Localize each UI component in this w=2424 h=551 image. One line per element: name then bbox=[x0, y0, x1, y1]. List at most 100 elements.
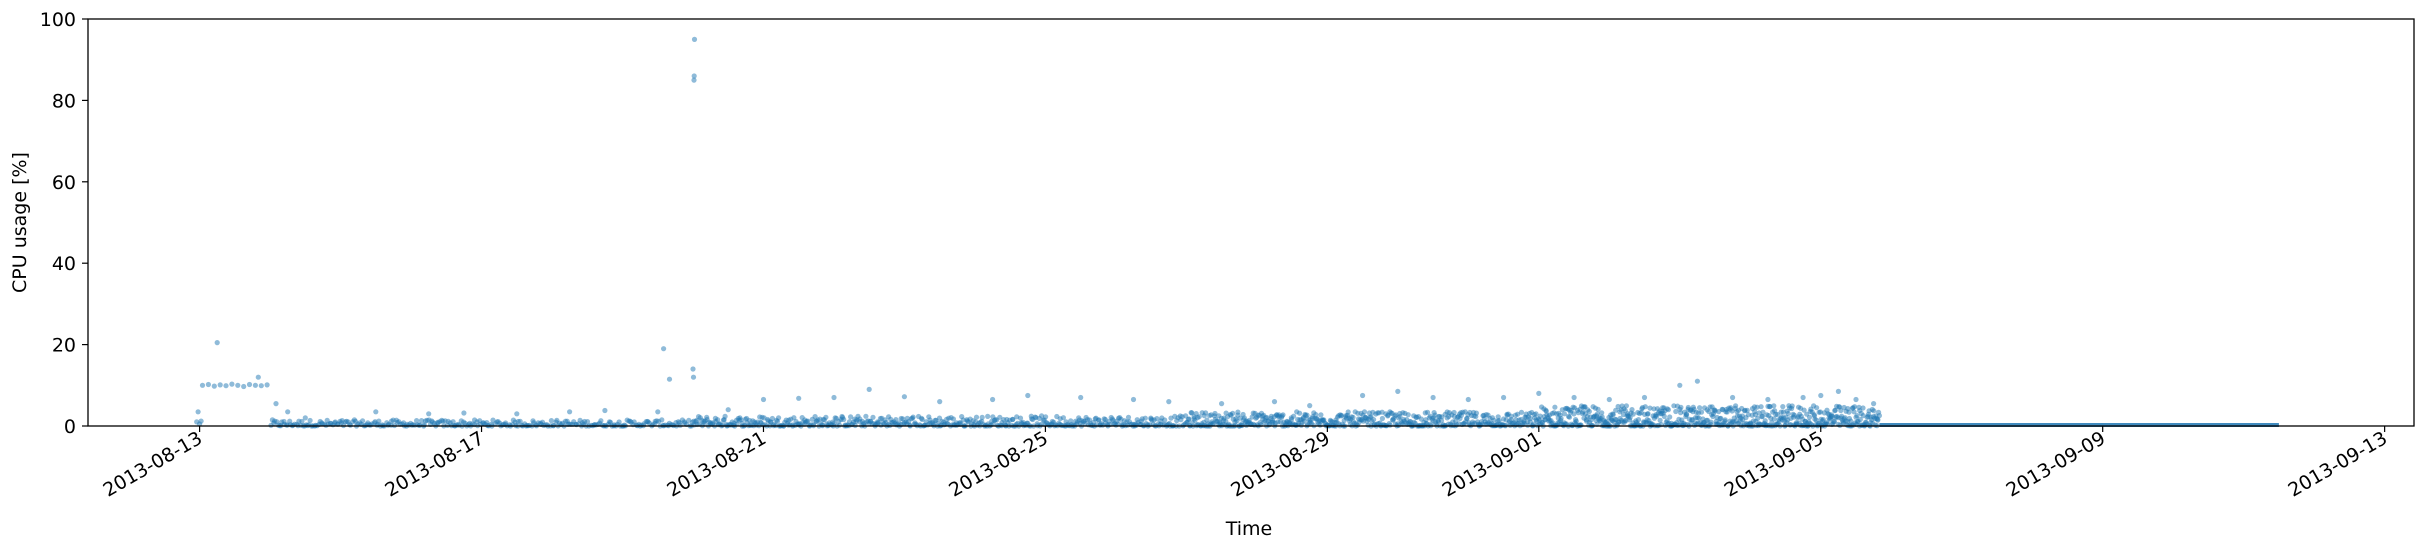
data-point bbox=[848, 414, 854, 420]
data-point bbox=[1186, 416, 1192, 422]
data-point bbox=[1430, 394, 1436, 401]
data-point bbox=[1313, 412, 1319, 418]
data-point bbox=[1744, 407, 1750, 413]
data-point bbox=[1130, 396, 1137, 403]
data-point bbox=[973, 414, 980, 420]
data-point bbox=[1818, 392, 1824, 399]
data-point bbox=[517, 418, 523, 424]
data-point bbox=[1465, 396, 1471, 403]
data-point bbox=[1166, 399, 1172, 405]
data-point bbox=[241, 383, 247, 390]
x-axis-label: Time bbox=[1225, 518, 1273, 540]
data-point bbox=[1424, 409, 1431, 415]
data-point bbox=[1831, 418, 1837, 424]
data-point bbox=[1154, 416, 1160, 422]
data-point bbox=[1230, 410, 1236, 416]
data-point bbox=[205, 381, 211, 388]
data-point bbox=[1627, 415, 1633, 421]
data-point bbox=[1599, 410, 1605, 416]
data-point bbox=[1871, 401, 1877, 407]
data-point bbox=[1760, 409, 1766, 415]
data-point bbox=[1814, 405, 1820, 411]
data-point bbox=[285, 409, 291, 415]
data-point bbox=[1212, 410, 1218, 417]
data-point bbox=[901, 394, 908, 400]
data-point bbox=[1491, 417, 1497, 423]
data-point bbox=[360, 418, 366, 424]
data-point bbox=[1730, 394, 1736, 401]
data-point bbox=[1533, 411, 1539, 417]
data-point bbox=[1780, 404, 1786, 410]
y-tick-label: 0 bbox=[64, 416, 76, 438]
data-point bbox=[1350, 414, 1356, 420]
data-point bbox=[997, 414, 1003, 420]
data-point bbox=[1733, 403, 1739, 409]
data-point bbox=[1451, 409, 1457, 416]
data-point bbox=[1096, 417, 1102, 423]
data-point bbox=[863, 413, 869, 419]
y-tick-label: 40 bbox=[52, 253, 76, 275]
x-tick-label: 2013-09-09 bbox=[2003, 427, 2110, 501]
data-point bbox=[450, 419, 456, 425]
data-point bbox=[1142, 415, 1148, 421]
data-point bbox=[1854, 413, 1860, 419]
data-point bbox=[307, 417, 313, 424]
data-point bbox=[1694, 378, 1700, 384]
data-point bbox=[1115, 421, 1121, 427]
data-point bbox=[937, 399, 943, 405]
data-point bbox=[255, 374, 261, 380]
data-point bbox=[1280, 412, 1286, 418]
data-point bbox=[661, 346, 667, 352]
data-point bbox=[1641, 394, 1648, 401]
data-point bbox=[1835, 388, 1841, 394]
data-point bbox=[1698, 409, 1705, 415]
data-point bbox=[1860, 405, 1866, 411]
data-point bbox=[1586, 408, 1592, 415]
data-point bbox=[1527, 415, 1533, 422]
data-point bbox=[1665, 407, 1671, 413]
data-point bbox=[1645, 411, 1651, 417]
data-point bbox=[1629, 407, 1635, 413]
data-point bbox=[910, 414, 916, 420]
data-point bbox=[1615, 403, 1621, 410]
data-point bbox=[1318, 412, 1324, 418]
data-point bbox=[1508, 413, 1514, 419]
data-point bbox=[1722, 417, 1728, 423]
data-point bbox=[602, 407, 608, 414]
data-point bbox=[691, 73, 697, 79]
data-point bbox=[690, 366, 696, 372]
data-point bbox=[823, 414, 829, 420]
data-point bbox=[1595, 406, 1601, 412]
data-point bbox=[1017, 415, 1024, 421]
data-point bbox=[199, 382, 206, 388]
data-point bbox=[1875, 417, 1881, 423]
data-point bbox=[985, 413, 991, 419]
data-point bbox=[831, 394, 837, 401]
data-point bbox=[229, 381, 235, 387]
data-point bbox=[870, 414, 876, 420]
data-point bbox=[1630, 411, 1636, 417]
data-point bbox=[691, 77, 697, 83]
data-point bbox=[691, 36, 698, 43]
data-point bbox=[1395, 388, 1401, 394]
data-point bbox=[1379, 415, 1385, 422]
y-tick-label: 60 bbox=[52, 172, 76, 194]
data-point bbox=[598, 418, 604, 424]
data-point bbox=[1677, 382, 1683, 388]
data-point bbox=[1125, 414, 1132, 420]
data-point bbox=[1387, 422, 1393, 428]
data-point bbox=[1661, 413, 1667, 419]
data-point bbox=[1552, 404, 1558, 410]
data-point bbox=[1667, 414, 1673, 420]
data-point bbox=[1043, 414, 1049, 420]
data-point bbox=[1234, 418, 1240, 424]
data-point bbox=[1718, 415, 1724, 421]
data-point bbox=[1754, 404, 1760, 410]
data-point bbox=[418, 418, 425, 424]
data-point bbox=[893, 417, 899, 423]
data-point bbox=[252, 382, 258, 388]
data-point bbox=[1606, 396, 1612, 403]
data-point bbox=[1571, 411, 1577, 417]
y-tick-label: 100 bbox=[40, 9, 76, 31]
data-point bbox=[1573, 418, 1579, 424]
